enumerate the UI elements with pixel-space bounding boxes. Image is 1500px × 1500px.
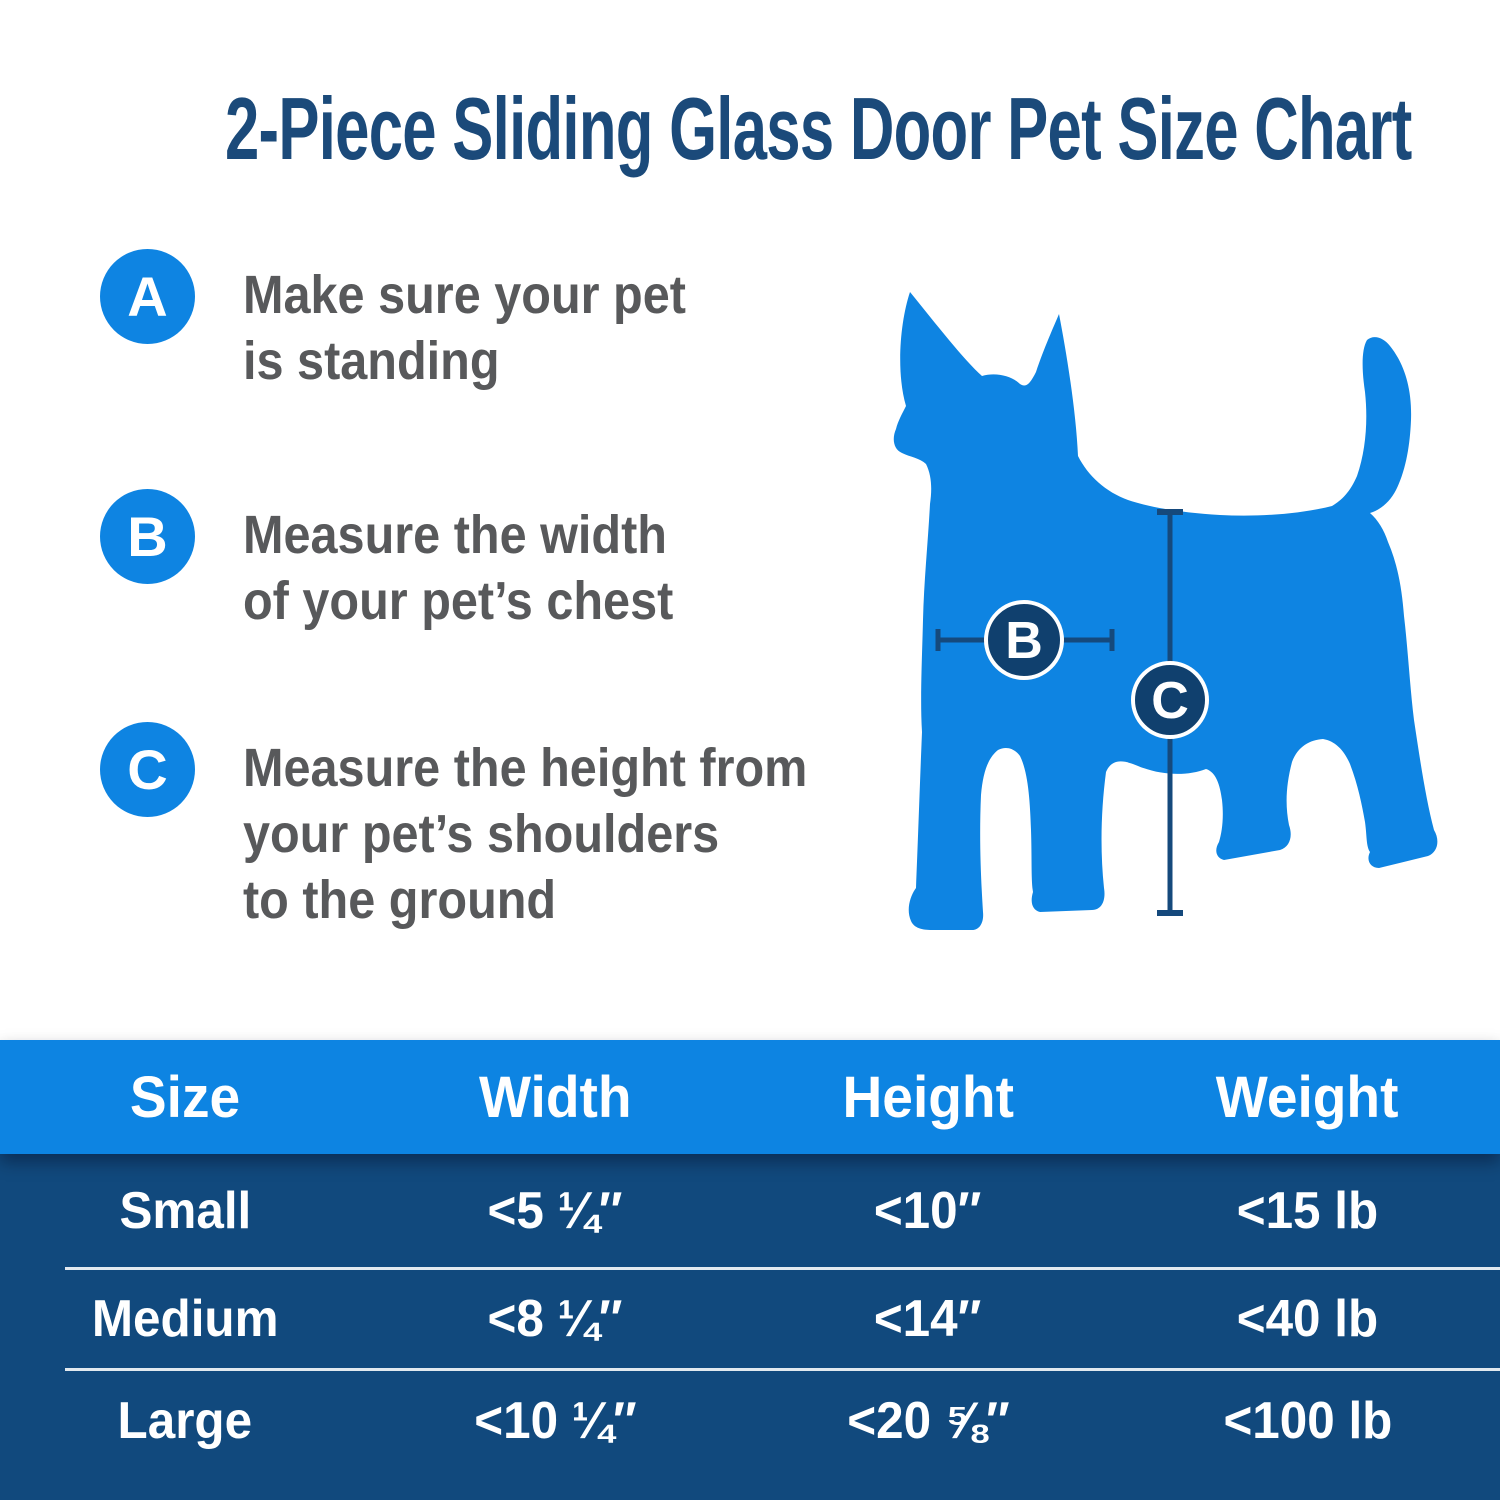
cell-medium-width: <8 ¼″ — [488, 1290, 623, 1348]
width-measure-marker — [984, 600, 1064, 680]
step-badge-a: A — [100, 249, 195, 344]
height-marker-label: C — [1151, 672, 1189, 730]
table-body: Small <5 ¼″ <10″ <15 lb Medium <8 ¼″ <14… — [0, 1154, 1500, 1500]
step-badge-b: B — [100, 489, 195, 584]
cell-medium-size: Medium — [91, 1290, 279, 1348]
instruction-text-b: Measure the width of your pet’s chest — [243, 505, 674, 631]
cell-large-size: Large — [117, 1392, 253, 1450]
table-row-large: Large <10 ¼″ <20 ⅝″ <100 lb — [0, 1371, 1500, 1471]
step-badge-a-label: A — [127, 265, 168, 328]
row-separator — [65, 1267, 1500, 1270]
header-cell-size: Size — [129, 1064, 241, 1130]
row-separator — [65, 1368, 1500, 1371]
cell-small-weight: <15 lb — [1236, 1181, 1379, 1240]
page-title: 2-Piece Sliding Glass Door Pet Size Char… — [225, 79, 1412, 178]
instruction-text-c: Measure the height from your pet’s shoul… — [243, 738, 808, 930]
header-cell-width: Width — [479, 1064, 632, 1130]
instruction-text-a: Make sure your pet is standing — [243, 265, 686, 391]
header-cell-height: Height — [842, 1064, 1014, 1130]
size-table: Size Width Height Weight Small <5 ¼″ <10… — [0, 1040, 1500, 1500]
cell-small-height: <10″ — [874, 1181, 982, 1240]
cell-large-height: <20 ⅝″ — [846, 1392, 1010, 1450]
step-badge-c-label: C — [127, 738, 168, 801]
dog-illustration: B C — [893, 292, 1438, 930]
dog-silhouette — [893, 292, 1438, 930]
header-cell-weight: Weight — [1216, 1064, 1399, 1130]
cell-medium-weight: <40 lb — [1236, 1290, 1379, 1348]
cell-large-width: <10 ¼″ — [474, 1392, 637, 1450]
step-badge-c: C — [100, 722, 195, 817]
cell-medium-height: <14″ — [874, 1290, 982, 1348]
table-row-medium: Medium <8 ¼″ <14″ <40 lb — [0, 1270, 1500, 1368]
cell-small-size: Small — [119, 1181, 251, 1240]
step-badge-b-label: B — [127, 505, 168, 568]
cell-small-width: <5 ¼″ — [488, 1181, 623, 1240]
table-header-row: Size Width Height Weight — [0, 1040, 1500, 1154]
table-row-small: Small <5 ¼″ <10″ <15 lb — [0, 1154, 1500, 1267]
height-measure-marker — [1131, 661, 1209, 739]
width-marker-label: B — [1005, 612, 1043, 670]
cell-large-weight: <100 lb — [1223, 1392, 1392, 1450]
